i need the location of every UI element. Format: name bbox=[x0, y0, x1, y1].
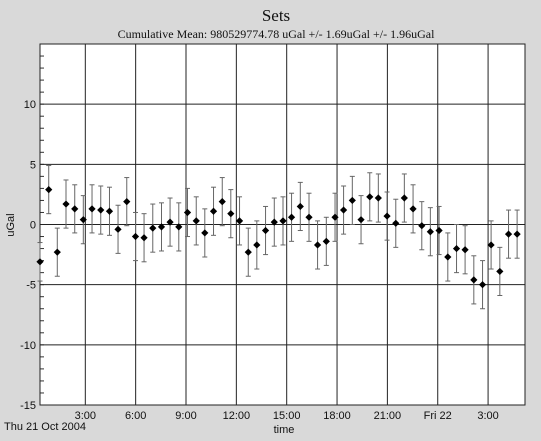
x-tick-label: 3:00 bbox=[75, 410, 96, 422]
x-tick-label: 3:00 bbox=[477, 410, 498, 422]
data-point bbox=[53, 248, 61, 256]
plot-area: -15 -10 -5 0 5 10 3:00 6:00 9:00 12:00 15:00 18:00 2… bbox=[20, 43, 526, 422]
data-point bbox=[88, 205, 96, 213]
data-point bbox=[296, 202, 304, 211]
data-point bbox=[131, 232, 140, 241]
y-tick-label: -15 bbox=[20, 400, 36, 412]
data-point bbox=[305, 213, 313, 221]
data-point bbox=[504, 230, 513, 238]
y-tick-label: 0 bbox=[30, 220, 36, 232]
data-point bbox=[97, 206, 105, 214]
y-tick-label: 10 bbox=[24, 99, 36, 111]
data-point bbox=[374, 194, 382, 202]
data-point bbox=[444, 253, 452, 261]
x-tick-label: 12:00 bbox=[223, 410, 251, 422]
data-point bbox=[192, 217, 200, 225]
data-point bbox=[339, 206, 348, 214]
data-point bbox=[183, 208, 192, 217]
data-point bbox=[149, 224, 157, 232]
data-point bbox=[235, 217, 244, 225]
data-point bbox=[461, 246, 469, 254]
plot-border bbox=[39, 43, 526, 406]
data-point bbox=[244, 248, 252, 256]
data-point bbox=[452, 244, 461, 253]
data-point bbox=[62, 200, 70, 208]
data-point bbox=[218, 198, 226, 206]
chart-subtitle: Cumulative Mean: 980529774.78 uGal +/- 1… bbox=[118, 27, 435, 41]
data-point bbox=[487, 241, 495, 249]
x-tick-label: 9:00 bbox=[175, 410, 196, 422]
data-point bbox=[435, 226, 443, 235]
data-point bbox=[400, 194, 408, 202]
data-point bbox=[331, 213, 339, 221]
x-axis-label: time bbox=[274, 424, 295, 436]
start-date-label: Thu 21 Oct 2004 bbox=[4, 421, 86, 433]
data-point bbox=[45, 186, 53, 194]
data-point bbox=[71, 205, 79, 213]
y-tick-label: -10 bbox=[20, 340, 36, 352]
data-point bbox=[348, 196, 356, 205]
y-axis-label: uGal bbox=[5, 213, 17, 236]
data-point bbox=[157, 223, 166, 231]
y-tick-label: 5 bbox=[30, 159, 36, 171]
data-point bbox=[287, 213, 296, 221]
data-point bbox=[270, 218, 278, 226]
data-point bbox=[313, 241, 322, 249]
x-tick-label: 15:00 bbox=[273, 410, 301, 422]
data-point bbox=[79, 216, 87, 224]
x-tick-label: 6:00 bbox=[125, 410, 146, 422]
x-tick-label: Fri 22 bbox=[424, 410, 452, 422]
data-point bbox=[209, 207, 218, 215]
data-point bbox=[478, 281, 487, 289]
data-point bbox=[322, 237, 330, 245]
data-point bbox=[175, 223, 183, 231]
data-point bbox=[261, 226, 270, 235]
data-point bbox=[166, 218, 174, 226]
data-point bbox=[105, 207, 114, 215]
y-tick-label: -5 bbox=[26, 280, 36, 292]
data-point bbox=[366, 193, 374, 201]
chart-title: Sets bbox=[262, 6, 290, 25]
data-point bbox=[426, 228, 434, 236]
data-point bbox=[279, 217, 287, 225]
data-point bbox=[513, 230, 521, 238]
data-point bbox=[409, 205, 417, 213]
data-point bbox=[140, 234, 148, 242]
data-point bbox=[496, 267, 504, 276]
data-point bbox=[392, 219, 400, 227]
data-point bbox=[36, 258, 44, 266]
data-point bbox=[418, 222, 426, 230]
data-point bbox=[227, 210, 235, 218]
x-tick-label: 18:00 bbox=[323, 410, 351, 422]
x-tick-label: 21:00 bbox=[374, 410, 402, 422]
data-point bbox=[201, 229, 209, 237]
data-point bbox=[114, 225, 122, 233]
data-point bbox=[253, 241, 261, 249]
data-point bbox=[357, 216, 365, 224]
data-point bbox=[123, 198, 131, 206]
data-point bbox=[383, 212, 391, 220]
data-point bbox=[470, 276, 478, 284]
